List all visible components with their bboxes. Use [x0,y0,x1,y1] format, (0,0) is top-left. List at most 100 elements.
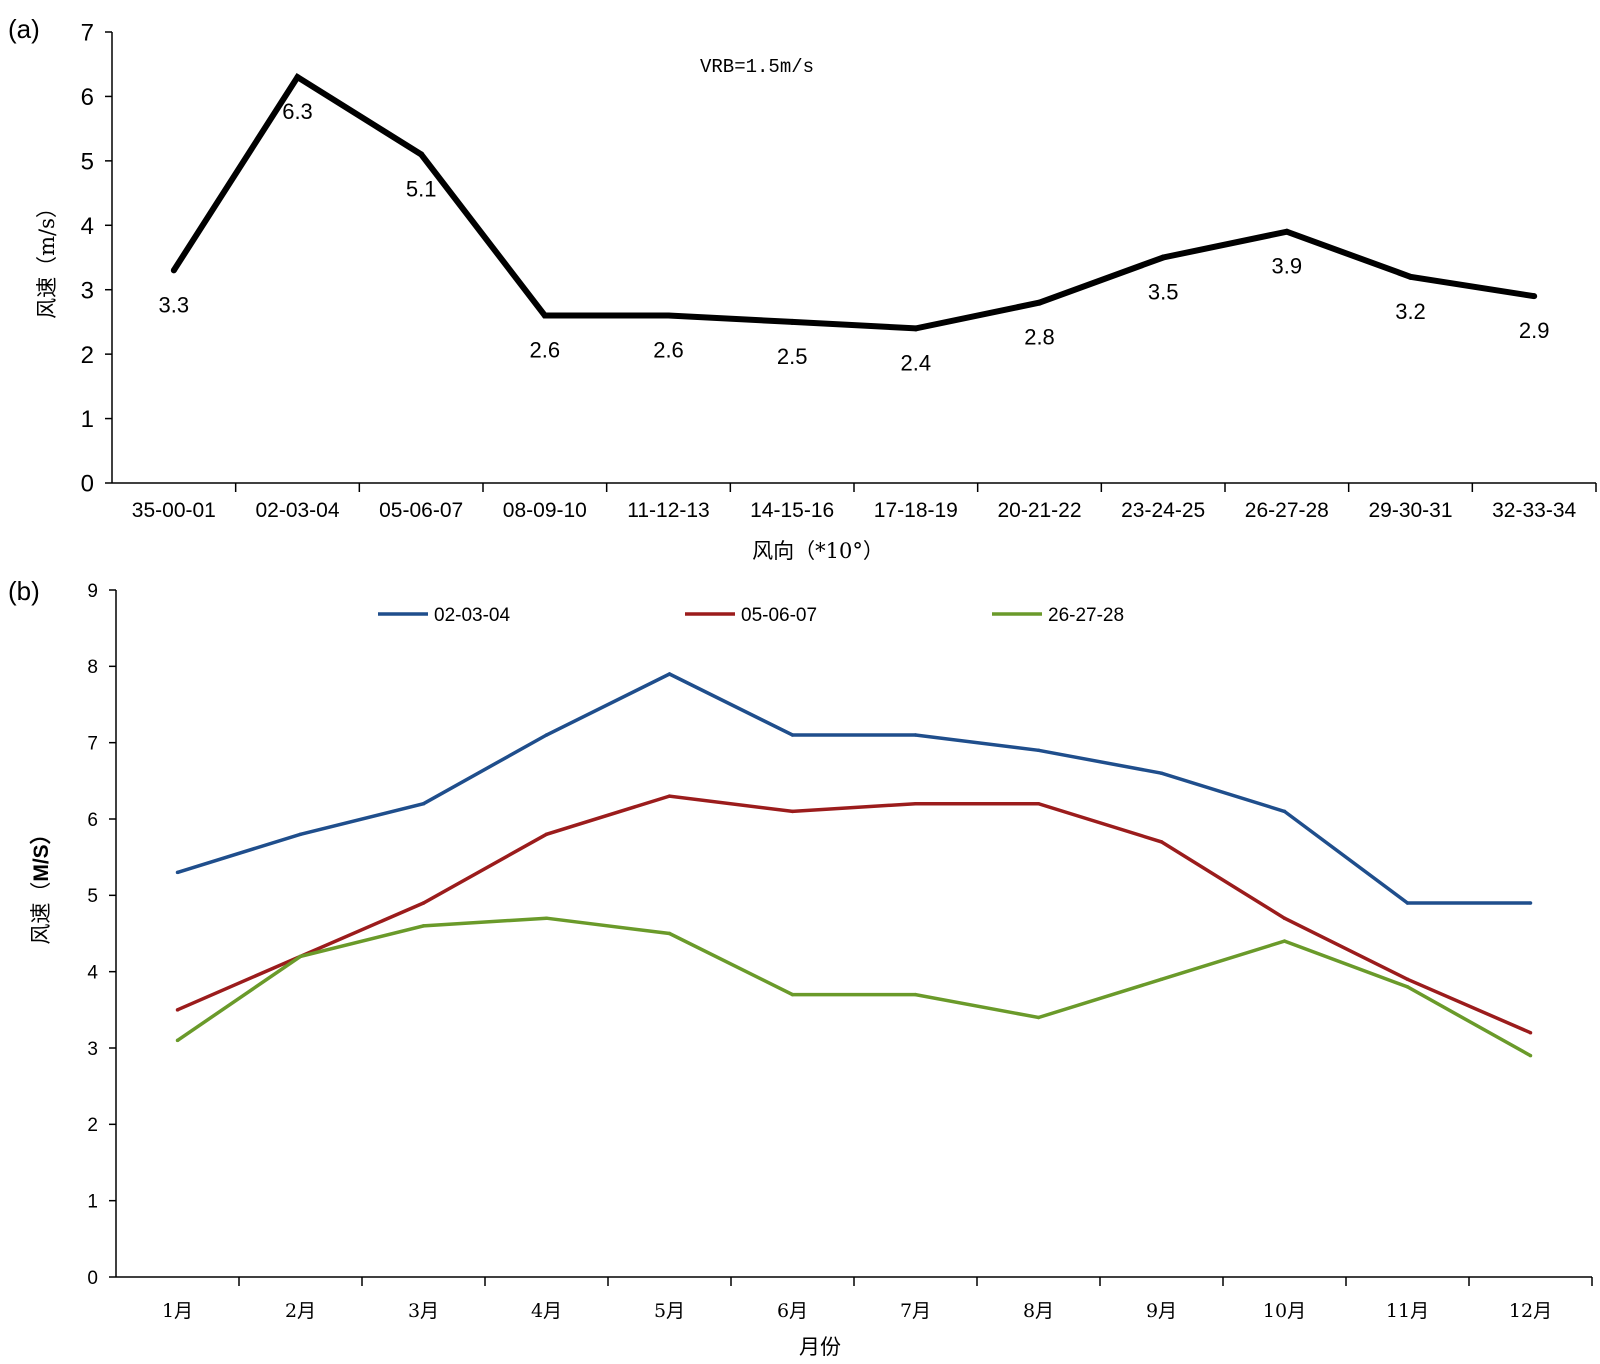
a-x-tick-label: 02-03-04 [255,499,339,522]
panel-b-y-label-unit: M/S） [29,823,53,881]
a-x-tick-label: 32-33-34 [1492,499,1576,522]
panel-a-label: (a) [8,14,40,44]
panel-a-data-labels: 3.3 6.3 5.1 2.6 2.6 2.5 2.4 2.8 3.5 3.9 3.2 2.9 [159,99,1550,375]
b-data-point [421,924,426,928]
a-data-point [665,312,672,319]
b-y-tick-label: 2 [87,1115,98,1136]
b-data-point [175,870,180,875]
panel-a: (a) VRB=1.5m/s 0 1 2 3 4 5 6 7 35-00-01 02-03-04… [8,14,1597,563]
a-data-label: 2.6 [530,337,561,362]
b-data-point [913,801,918,806]
b-data-point [1036,748,1041,753]
a-data-label: 2.9 [1519,318,1550,343]
b-data-point [421,801,426,806]
a-x-tick-label: 23-24-25 [1121,499,1205,522]
panel-a-y-label: 风速（m/s） [35,197,59,319]
b-data-point [1282,809,1287,814]
panel-a-y-ticks: 0 1 2 3 4 5 6 7 [81,20,112,498]
a-series-line-- [171,72,1535,332]
a-data-point [170,267,177,274]
legend-label-02-03-04: 02-03-04 [434,605,510,626]
a-x-tick-label: 14-15-16 [750,499,834,522]
a-x-tick-label: 35-00-01 [132,499,216,522]
b-y-tick-label: 1 [87,1192,98,1213]
b-data-point [1528,1030,1533,1035]
a-data-label: 2.4 [901,350,932,375]
b-x-tick-label: 12月 [1509,1300,1552,1322]
b-x-tick-label: 1月 [162,1300,193,1322]
a-y-tick-label: 3 [81,277,94,304]
b-y-tick-label: 0 [87,1268,98,1289]
b-data-point [544,832,549,837]
legend-label-26-27-28: 26-27-28 [1048,605,1124,626]
panel-a-annotation: VRB=1.5m/s [700,56,814,78]
a-data-point [541,312,548,319]
a-data-label: 6.3 [282,99,313,124]
b-data-point [298,954,303,959]
b-data-point [544,733,549,737]
b-x-tick-label: 5月 [654,1300,685,1322]
b-x-tick-label: 8月 [1023,1300,1054,1322]
b-y-tick-label: 3 [87,1039,98,1060]
b-y-tick-label: 4 [87,963,98,984]
b-x-tick-label: 2月 [285,1300,316,1322]
b-series-line-05-06-07 [176,794,1532,1035]
b-data-point [544,916,549,920]
a-data-label: 2.5 [777,344,808,369]
a-data-label: 3.5 [1148,280,1179,305]
a-x-tick-label: 11-12-13 [627,499,710,522]
a-data-point [1036,299,1043,306]
panel-b-x-label: 月份 [799,1335,841,1359]
b-x-tick-label: 4月 [531,1300,562,1322]
b-data-point [667,931,672,936]
a-data-label: 2.6 [653,337,684,362]
b-y-tick-label: 7 [87,734,98,755]
b-data-point [913,992,918,997]
a-y-tick-label: 1 [81,406,94,433]
b-series-line-26-27-28 [176,916,1532,1058]
b-x-tick-label: 6月 [777,1300,808,1322]
panel-b-x-ticks: 1月 2月 3月 4月 5月 6月 7月 8月 9月 10月 11月 12月 [162,1277,1593,1322]
a-data-label: 2.8 [1024,325,1055,350]
b-data-point [1282,939,1287,943]
a-x-tick-label: 26-27-28 [1245,499,1329,522]
b-data-point [1528,1053,1533,1058]
b-data-point [1282,916,1287,920]
panel-b-series [175,672,1533,1058]
b-x-tick-label: 9月 [1146,1300,1177,1322]
b-y-tick-label: 5 [87,886,98,907]
b-data-point [1036,1015,1041,1020]
a-data-point [1283,228,1290,235]
panel-a-series [170,72,1538,332]
b-data-point [1405,977,1410,982]
a-data-point [1407,273,1414,280]
a-data-point [1531,293,1538,300]
b-data-point [790,992,795,997]
b-data-point [1036,801,1041,806]
b-data-point [1528,901,1533,905]
a-y-tick-label: 4 [81,213,94,240]
b-data-point [298,832,303,837]
a-data-point [1160,254,1167,261]
panel-a-x-label: 风向（*10°） [752,539,884,563]
a-data-point [418,151,425,158]
b-x-tick-label: 7月 [900,1300,931,1322]
panel-b-legend: 02-03-04 05-06-07 26-27-28 [378,605,1124,626]
a-y-tick-label: 2 [81,342,94,369]
a-data-label: 3.9 [1272,254,1303,279]
a-y-tick-label: 0 [81,471,94,498]
b-data-point [667,794,672,798]
a-y-tick-label: 6 [81,84,94,111]
b-y-tick-label: 8 [87,657,98,678]
b-x-tick-label: 10月 [1263,1300,1306,1322]
a-data-point [294,74,301,81]
a-x-tick-label: 20-21-22 [997,499,1081,522]
b-data-point [1159,840,1164,844]
a-y-tick-label: 7 [81,20,94,47]
b-y-tick-label: 6 [87,810,98,831]
a-y-tick-label: 5 [81,148,94,175]
a-data-point [912,325,919,332]
a-data-point [789,318,796,325]
